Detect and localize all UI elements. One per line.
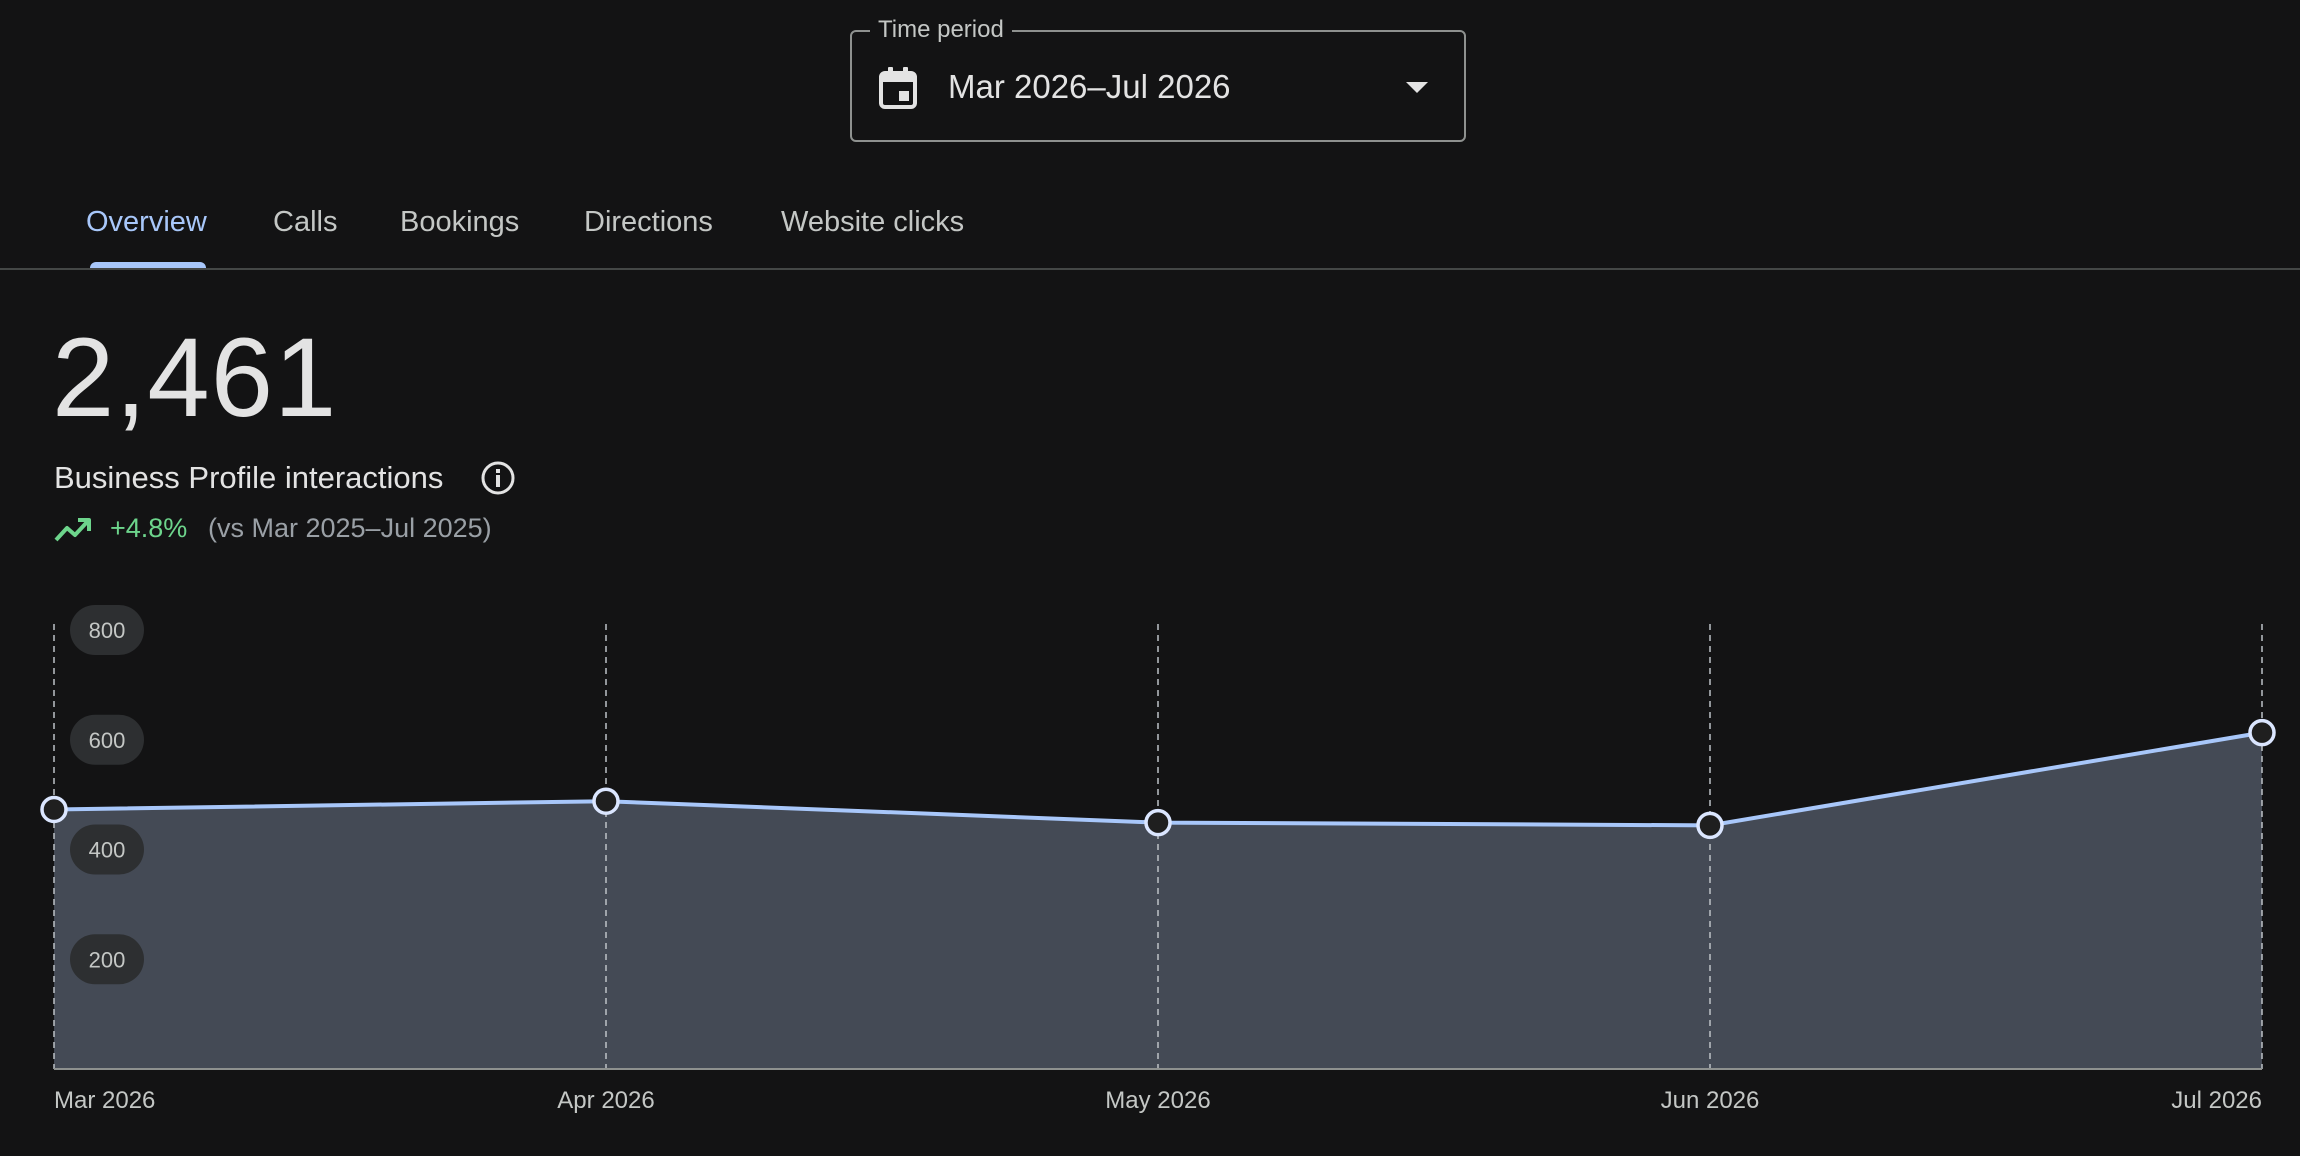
tab-bar: Overview Calls Bookings Directions Websi…: [0, 180, 2300, 270]
chevron-down-icon: [1406, 82, 1428, 93]
time-period-value: Mar 2026–Jul 2026: [948, 68, 1231, 105]
info-icon[interactable]: [480, 460, 516, 496]
x-tick-label: Jul 2026: [2171, 1087, 2262, 1114]
tab-bookings[interactable]: Bookings: [400, 206, 520, 238]
tab-overview[interactable]: Overview: [86, 206, 207, 238]
trending-up-icon: [54, 518, 91, 542]
tab-calls[interactable]: Calls: [273, 206, 338, 238]
y-tick-label: 200: [89, 947, 126, 972]
data-point: [592, 787, 620, 815]
trend-percentage: +4.8%: [110, 513, 188, 543]
tab-website-clicks[interactable]: Website clicks: [781, 206, 965, 238]
x-tick-label: Jun 2026: [1661, 1087, 1760, 1114]
y-tick-label: 400: [89, 838, 126, 863]
metric-label: Business Profile interactions: [54, 460, 444, 495]
time-period-label: Time period: [870, 16, 1012, 44]
trend-comparison-period: (vs Mar 2025–Jul 2025): [208, 513, 492, 543]
y-tick-chip: [70, 934, 144, 985]
x-tick-label: May 2026: [1105, 1087, 1210, 1114]
x-tick-label: Mar 2026: [54, 1087, 155, 1114]
y-tick-label: 800: [89, 618, 126, 643]
y-tick-chip: [70, 605, 144, 655]
tab-directions[interactable]: Directions: [584, 206, 713, 238]
data-point: [1144, 808, 1172, 837]
data-point: [2248, 718, 2276, 747]
data-point: [1696, 811, 1724, 840]
y-tick-chip: [70, 714, 144, 765]
metric-total: 2,461: [52, 315, 338, 440]
x-tick-label: Apr 2026: [557, 1087, 654, 1114]
y-tick-label: 600: [89, 728, 126, 753]
data-point: [40, 795, 68, 824]
calendar-icon: [879, 67, 917, 109]
time-period-select[interactable]: Time period Mar 2026–Jul 2026: [850, 16, 1466, 142]
y-tick-chip: [70, 824, 144, 875]
interactions-chart: 800 600 400 200 Mar 2026 Apr 2026 May 2026 Jun …: [40, 605, 2276, 1114]
active-tab-indicator: [90, 262, 206, 268]
